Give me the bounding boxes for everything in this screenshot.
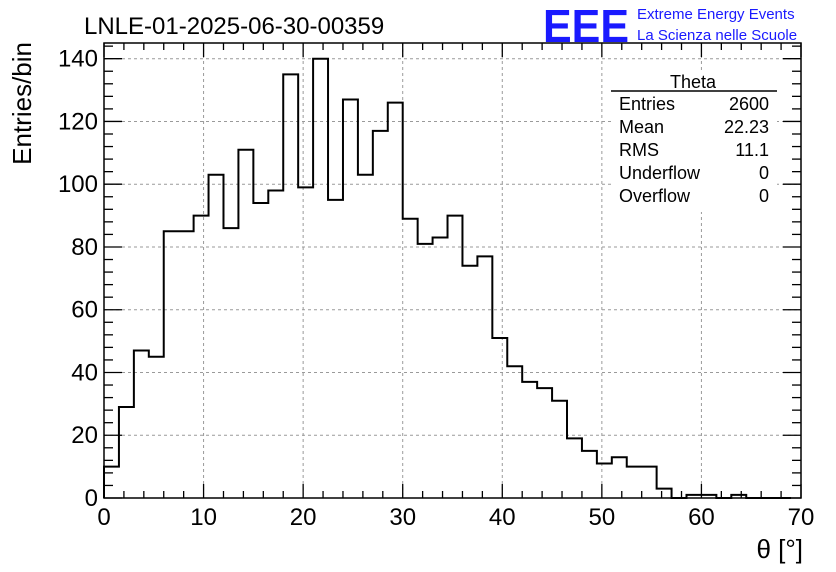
chart-title: LNLE-01-2025-06-30-00359 <box>84 13 384 40</box>
stats-row-label: Entries <box>619 94 675 114</box>
x-tick-label: 20 <box>290 504 317 531</box>
histogram-series <box>103 57 792 499</box>
stats-row-label: RMS <box>619 140 659 160</box>
x-axis-label: θ [°] <box>756 534 803 564</box>
stats-box-title: Theta <box>670 72 717 92</box>
histogram-bin <box>448 216 463 498</box>
histogram-bin <box>164 231 179 498</box>
histogram-bin <box>283 74 298 498</box>
histogram-bin <box>507 366 522 498</box>
grid-lines <box>104 43 801 498</box>
logo-line-1: Extreme Energy Events <box>637 6 795 23</box>
histogram-bin <box>223 228 238 498</box>
stats-box-rows: Entries 2600 Mean 22.23 RMS 11.1 Underflow 0 Ove… <box>619 94 769 206</box>
plot-frame <box>103 42 802 499</box>
histogram-bin <box>537 388 552 498</box>
stats-row-label: Overflow <box>619 186 691 206</box>
histogram-bin <box>238 150 253 498</box>
stats-row-value: 22.23 <box>724 117 769 137</box>
histogram-outline <box>103 57 792 499</box>
histogram-bin <box>179 231 194 498</box>
histogram-bin <box>403 219 418 498</box>
stats-box-background <box>611 72 777 212</box>
x-tick-label: 10 <box>190 504 217 531</box>
stats-box: Theta Entries 2600 Mean 22.23 RMS 11.1 Underfl… <box>611 72 777 212</box>
histogram-bin <box>522 382 537 498</box>
eee-logo: EEE Extreme Energy Events La Scienza nel… <box>543 0 797 52</box>
stats-row-label: Underflow <box>619 163 701 183</box>
y-tick-labels: 0 20 40 60 80 100 120 140 <box>58 46 98 512</box>
axis-ticks <box>103 43 802 499</box>
histogram-bin <box>477 256 492 498</box>
y-tick-label: 20 <box>71 422 98 449</box>
histogram-bin <box>104 467 119 498</box>
histogram-bin <box>119 407 134 498</box>
x-tick-label: 40 <box>489 504 516 531</box>
stats-row-value: 11.1 <box>735 140 769 160</box>
histogram-bin <box>567 438 582 498</box>
histogram-bin <box>298 187 313 498</box>
y-tick-label: 40 <box>71 359 98 386</box>
histogram-bin <box>343 99 358 498</box>
x-tick-label: 30 <box>389 504 416 531</box>
histogram-bin <box>418 244 433 498</box>
histogram-bin <box>492 338 507 498</box>
histogram-bin <box>149 357 164 498</box>
histogram-bin <box>552 401 567 498</box>
histogram-bin <box>328 200 343 498</box>
histogram-bin <box>582 451 597 498</box>
stats-row-value: 0 <box>759 186 769 206</box>
x-tick-label: 50 <box>589 504 616 531</box>
histogram-bin <box>433 238 448 498</box>
logo-mark: EEE <box>543 0 629 52</box>
histogram-bin <box>358 175 373 498</box>
histogram-bin <box>612 457 627 498</box>
histogram-bin <box>627 467 642 498</box>
histogram-bin <box>253 203 268 498</box>
y-tick-label: 60 <box>71 297 98 324</box>
x-tick-label: 70 <box>788 504 815 531</box>
histogram-bin <box>657 489 672 498</box>
histogram-bin <box>134 351 149 498</box>
histogram-bin <box>313 59 328 498</box>
y-axis-label: Entries/bin <box>7 42 37 165</box>
y-tick-label: 100 <box>58 171 98 198</box>
y-tick-label: 120 <box>58 108 98 135</box>
histogram-bin <box>388 103 403 498</box>
histogram-bin <box>462 266 477 498</box>
histogram-bin <box>194 216 209 498</box>
y-tick-label: 140 <box>58 46 98 73</box>
x-tick-label: 0 <box>97 504 110 531</box>
histogram-bin <box>373 131 388 498</box>
x-tick-label: 60 <box>688 504 715 531</box>
histogram-bin <box>597 463 612 498</box>
histogram-bin <box>642 467 657 498</box>
histogram-bin <box>268 190 283 498</box>
y-tick-label: 80 <box>71 234 98 261</box>
logo-line-2: La Scienza nelle Scuole <box>637 27 797 44</box>
stats-row-value: 0 <box>759 163 769 183</box>
stats-row-value: 2600 <box>729 94 769 114</box>
y-tick-label: 0 <box>85 485 98 512</box>
histogram-bin <box>209 175 224 498</box>
x-tick-labels: 0 10 20 30 40 50 60 70 <box>97 504 814 531</box>
stats-row-label: Mean <box>619 117 664 137</box>
